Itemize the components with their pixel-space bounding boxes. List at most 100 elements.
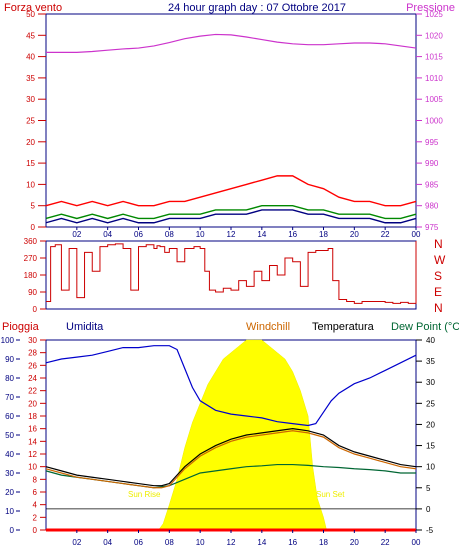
rain-tick: 2 xyxy=(33,513,38,522)
rain-tick: 14 xyxy=(28,437,37,446)
legend-umidita: Umidita xyxy=(66,321,104,333)
humidity-tick: 70 xyxy=(5,393,14,402)
top-right-label: Pressione xyxy=(406,2,455,14)
top-left-axis: 0 5 10 15 20 25 30 35 40 45 50 xyxy=(26,10,46,232)
bottom-x-tick: 00 xyxy=(412,538,421,547)
top-right-tick: 980 xyxy=(425,202,439,211)
top-x-tick: 10 xyxy=(196,230,205,239)
top-x-tick: 18 xyxy=(319,230,328,239)
temperature-tick: 10 xyxy=(426,463,435,472)
temperature-tick: -5 xyxy=(426,526,434,535)
legend-pioggia: Pioggia xyxy=(2,321,40,333)
humidity-tick: 30 xyxy=(5,469,14,478)
rain-tick: 18 xyxy=(28,412,37,421)
middle-plot-frame xyxy=(45,240,417,310)
top-right-tick: 975 xyxy=(425,223,439,232)
rain-tick: 10 xyxy=(28,463,37,472)
legend-windchill: Windchill xyxy=(246,321,290,333)
top-x-tick: 06 xyxy=(134,230,143,239)
top-right-tick: 1000 xyxy=(425,117,443,126)
middle-left-tick: 90 xyxy=(28,288,37,297)
compass-letter: N xyxy=(434,237,443,251)
humidity-tick: 80 xyxy=(5,374,14,383)
top-right-tick: 995 xyxy=(425,138,439,147)
top-left-tick: 15 xyxy=(26,159,35,168)
top-panel: Forza vento 24 hour graph day : 07 Ottob… xyxy=(4,2,455,239)
top-right-tick: 990 xyxy=(425,159,439,168)
top-left-label: Forza vento xyxy=(4,2,62,14)
top-left-tick: 25 xyxy=(26,117,35,126)
bottom-x-tick: 12 xyxy=(227,538,236,547)
rain-tick: 6 xyxy=(33,488,38,497)
compass-letter: S xyxy=(434,269,442,283)
temperature-tick: 30 xyxy=(426,378,435,387)
top-x-tick: 16 xyxy=(288,230,297,239)
wind-direction-line xyxy=(46,241,417,304)
bottom-x-tick: 08 xyxy=(165,538,174,547)
top-series xyxy=(45,33,417,224)
compass-letter: W xyxy=(434,253,446,267)
top-left-tick: 50 xyxy=(26,10,35,19)
top-left-tick: 0 xyxy=(31,223,36,232)
legend-temperatura: Temperatura xyxy=(312,321,375,333)
sunset-annotation: Sun Set xyxy=(316,490,345,499)
rain-tick: 24 xyxy=(28,374,37,383)
top-left-tick: 20 xyxy=(26,138,35,147)
middle-left-tick: 180 xyxy=(24,271,38,280)
middle-left-axis: 0 90 180 270 360 xyxy=(24,237,46,314)
temperature-tick: 25 xyxy=(426,399,435,408)
bottom-x-tick: 22 xyxy=(381,538,390,547)
pressure-line xyxy=(46,33,417,53)
top-left-tick: 10 xyxy=(26,180,35,189)
top-right-tick: 1015 xyxy=(425,53,443,62)
top-left-tick: 30 xyxy=(26,95,35,104)
sunrise-annotation: Sun Rise xyxy=(128,490,161,499)
top-left-tick: 45 xyxy=(26,31,35,40)
humidity-tick: 10 xyxy=(5,507,14,516)
temperature-tick: 35 xyxy=(426,357,435,366)
rain-tick: 22 xyxy=(28,387,37,396)
top-x-tick: 00 xyxy=(412,230,421,239)
rain-tick: 28 xyxy=(28,349,37,358)
humidity-tick: 90 xyxy=(5,355,14,364)
temperature-line xyxy=(45,428,417,487)
bottom-x-tick: 16 xyxy=(288,538,297,547)
top-x-axis: 02 04 06 08 10 12 14 16 18 20 22 00 xyxy=(72,227,421,239)
humidity-tick: 0 xyxy=(10,526,15,535)
temperature-tick: 40 xyxy=(426,336,435,345)
humidity-axis: 0 10 20 30 40 50 60 70 80 90 100 xyxy=(1,336,20,535)
top-x-tick: 14 xyxy=(257,230,266,239)
temperature-tick: 20 xyxy=(426,420,435,429)
rain-tick: 8 xyxy=(33,475,38,484)
bottom-x-tick: 02 xyxy=(72,538,81,547)
windchill-line xyxy=(45,430,417,489)
top-x-tick: 12 xyxy=(227,230,236,239)
humidity-tick: 50 xyxy=(5,431,14,440)
wind-gust-line xyxy=(45,175,417,207)
rain-tick: 0 xyxy=(33,526,38,535)
humidity-tick: 100 xyxy=(1,336,15,345)
rain-tick: 16 xyxy=(28,425,37,434)
bottom-x-tick: 10 xyxy=(196,538,205,547)
top-right-tick: 1020 xyxy=(425,31,443,40)
bottom-x-axis: 02 04 06 08 10 12 14 16 18 20 22 00 xyxy=(72,530,421,547)
solar-area xyxy=(46,339,416,531)
legend-dewpoint: Dew Point (°C xyxy=(391,321,459,333)
bottom-x-tick: 06 xyxy=(134,538,143,547)
top-right-tick: 1010 xyxy=(425,74,443,83)
top-right-tick: 1005 xyxy=(425,95,443,104)
humidity-line xyxy=(45,345,417,427)
humidity-tick: 60 xyxy=(5,412,14,421)
top-chart-title: 24 hour graph day : 07 Ottobre 2017 xyxy=(168,2,346,14)
bottom-series xyxy=(45,339,417,532)
wind-avg-line xyxy=(45,209,417,224)
rain-tick: 12 xyxy=(28,450,37,459)
bottom-x-tick: 14 xyxy=(257,538,266,547)
rain-tick: 20 xyxy=(28,399,37,408)
bottom-x-tick: 20 xyxy=(350,538,359,547)
temperature-tick: 15 xyxy=(426,442,435,451)
bottom-panel: Pioggia Umidita Windchill Temperatura De… xyxy=(1,321,459,547)
